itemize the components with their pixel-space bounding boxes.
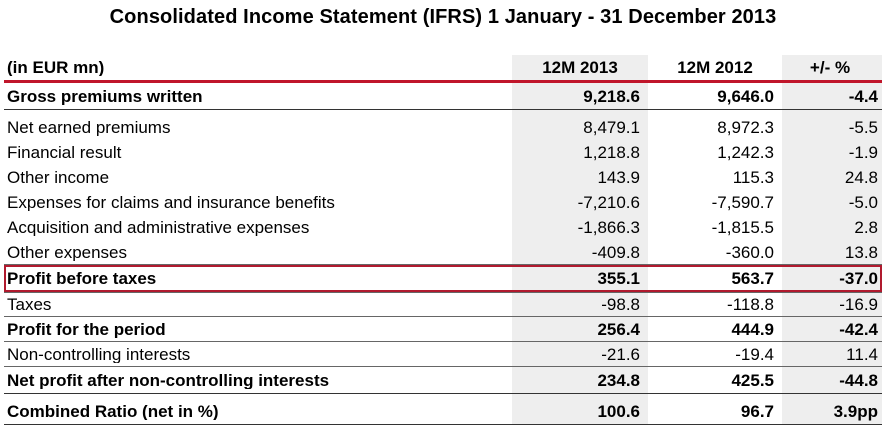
table-row-profit-for-period: Profit for the period 256.4 444.9 -42.4 (4, 317, 882, 342)
value-2013: -98.8 (512, 293, 648, 316)
spacer-row (4, 110, 882, 115)
table-row-combined-ratio: Combined Ratio (net in %) 100.6 96.7 3.9… (4, 399, 882, 425)
value-2012: 563.7 (731, 269, 774, 288)
table-row-claims-expenses: Expenses for claims and insurance benefi… (4, 190, 882, 215)
row-label: Expenses for claims and insurance benefi… (7, 194, 335, 211)
value-2012: -360.0 (725, 242, 774, 262)
value-2013: -7,210.6 (512, 190, 648, 215)
value-change: 3.9pp (782, 399, 882, 424)
row-label: Non-controlling interests (7, 345, 191, 363)
value-2012: -19.4 (735, 344, 774, 364)
table-header-row: (in EUR mn) 12M 2013 12M 2012 +/- % (4, 55, 882, 83)
table-row-gross-premiums: Gross premiums written 9,218.6 9,646.0 -… (4, 83, 882, 110)
value-2013: 100.6 (512, 399, 648, 424)
row-label: Net earned premiums (7, 119, 171, 136)
row-label: Net profit after non-controlling interes… (7, 371, 330, 389)
row-label: Combined Ratio (net in %) (7, 403, 219, 420)
value-2012: 1,242.3 (717, 143, 774, 162)
value-2013: 1,218.8 (512, 140, 648, 165)
spacer-row (4, 394, 882, 399)
row-label: Profit before taxes (7, 270, 157, 287)
table-row-net-profit: Net profit after non-controlling interes… (4, 367, 882, 394)
row-label: Acquisition and administrative expenses (7, 219, 310, 236)
page-title: Consolidated Income Statement (IFRS) 1 J… (109, 6, 777, 28)
value-change: -42.4 (782, 317, 882, 341)
value-change: -5.5 (782, 115, 882, 140)
header-12m-2013: 12M 2013 (512, 55, 648, 80)
table-row-financial-result: Financial result 1,218.8 1,242.3 -1.9 (4, 140, 882, 165)
row-label: Financial result (7, 144, 122, 161)
table-row-other-income: Other income 143.9 115.3 24.8 (4, 165, 882, 190)
value-2013: 256.4 (512, 317, 648, 341)
value-change: 2.8 (782, 215, 882, 240)
header-change: +/- % (782, 55, 882, 80)
value-2012: -118.8 (727, 295, 774, 314)
value-2013: 234.8 (512, 367, 648, 393)
value-2012: 425.5 (731, 370, 774, 390)
value-change: -1.9 (782, 140, 882, 165)
table-row-taxes: Taxes -98.8 -118.8 -16.9 (4, 293, 882, 317)
value-2012: 115.3 (732, 168, 774, 187)
income-statement-table: (in EUR mn) 12M 2013 12M 2012 +/- % Gros… (4, 55, 882, 425)
value-change: -44.8 (782, 367, 882, 393)
value-2013: 8,479.1 (512, 115, 648, 140)
table-row-net-earned-premiums: Net earned premiums 8,479.1 8,972.3 -5.5 (4, 115, 882, 140)
value-2013: 9,218.6 (512, 83, 648, 109)
header-12m-2012: 12M 2012 (677, 58, 753, 77)
value-change: -5.0 (782, 190, 882, 215)
value-2012: -7,590.7 (711, 193, 774, 212)
table-row-acquisition-expenses: Acquisition and administrative expenses … (4, 215, 882, 240)
value-2012: 8,972.3 (717, 118, 774, 137)
table-row-profit-before-taxes: Profit before taxes 355.1 563.7 -37.0 (4, 265, 882, 293)
row-label: Profit for the period (7, 320, 166, 338)
value-change: -37.0 (782, 265, 882, 292)
value-change: 24.8 (782, 165, 882, 190)
header-unit: (in EUR mn) (7, 59, 105, 76)
value-2013: -21.6 (512, 342, 648, 366)
value-2013: -1,866.3 (512, 215, 648, 240)
value-2013: 143.9 (512, 165, 648, 190)
row-label: Taxes (7, 296, 52, 313)
value-2012: -1,815.5 (711, 218, 774, 237)
row-label: Other income (7, 169, 110, 186)
value-2013: -409.8 (512, 240, 648, 264)
value-2012: 96.7 (740, 402, 774, 421)
row-label: Other expenses (7, 243, 128, 261)
value-2012: 9,646.0 (717, 86, 774, 106)
value-2013: 355.1 (512, 265, 648, 292)
table-row-other-expenses: Other expenses -409.8 -360.0 13.8 (4, 240, 882, 265)
table-row-non-controlling-interests: Non-controlling interests -21.6 -19.4 11… (4, 342, 882, 367)
value-change: -16.9 (782, 293, 882, 316)
value-change: 11.4 (782, 342, 882, 366)
value-2012: 444.9 (731, 319, 774, 339)
row-label: Gross premiums written (7, 87, 203, 105)
value-change: -4.4 (782, 83, 882, 109)
value-change: 13.8 (782, 240, 882, 264)
